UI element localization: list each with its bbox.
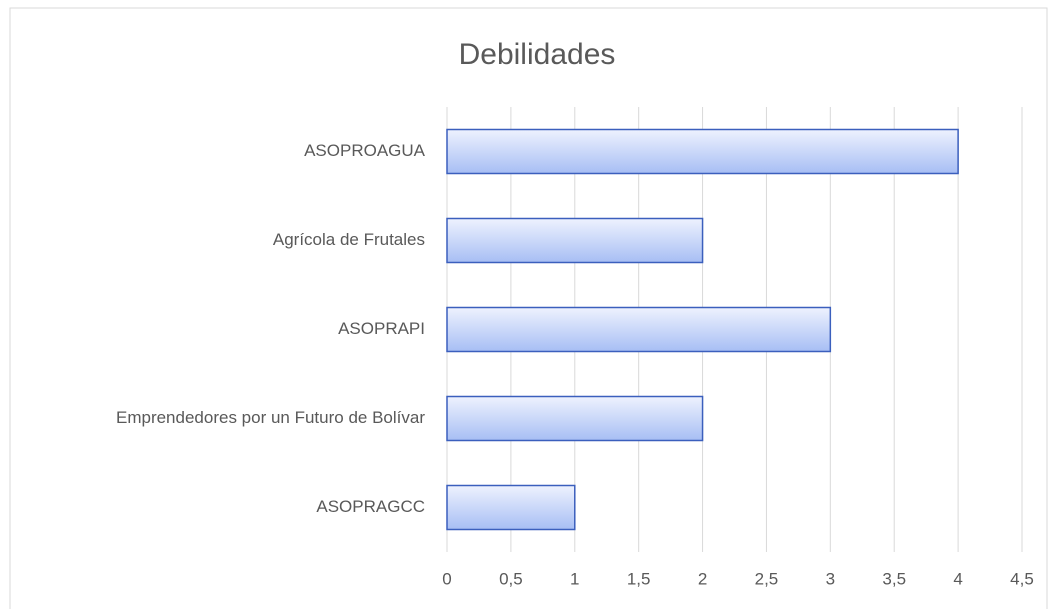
chart-title: Debilidades [459,38,616,71]
x-tick-label: 2 [698,569,707,588]
x-tick-label: 0,5 [499,569,523,588]
x-tick-label: 0 [442,569,451,588]
x-tick-label: 4,5 [1010,569,1034,588]
y-tick-label: ASOPRAGCC [316,497,425,516]
x-tick-label: 3 [826,569,835,588]
y-tick-label: ASOPRAPI [338,319,425,338]
bar [446,395,704,442]
bar [446,128,959,175]
bar [446,217,704,264]
x-tick-label: 3,5 [882,569,906,588]
x-tick-label: 1 [570,569,579,588]
x-tick-label: 4 [953,569,962,588]
y-tick-label: Emprendedores por un Futuro de Bolívar [116,408,425,427]
x-tick-label: 2,5 [755,569,779,588]
y-tick-label: ASOPROAGUA [304,141,426,160]
bar [446,306,832,353]
x-tick-label: 1,5 [627,569,651,588]
y-tick-label: Agrícola de Frutales [273,230,425,249]
bar [446,484,576,531]
